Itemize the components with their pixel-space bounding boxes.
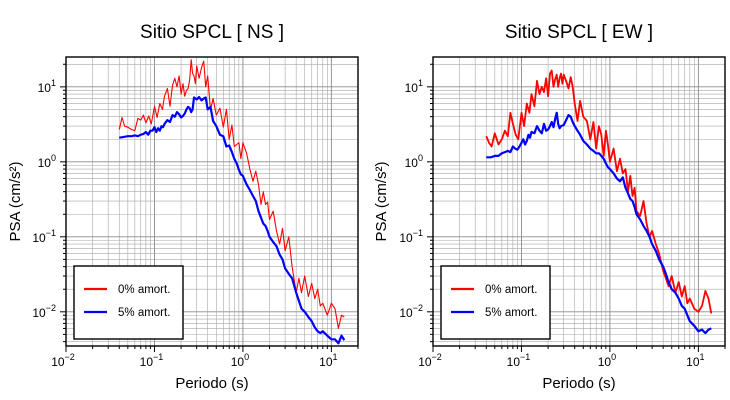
chart-title: Sitio SPCL [ EW ] (505, 22, 653, 43)
y-tick-label: 10−2 (32, 303, 56, 320)
x-tick-label: 100 (598, 352, 616, 369)
y-tick-label: 10−1 (32, 228, 56, 245)
chart-panel-2: 10−2 10−1 100 101 10−2 10−1 100 101 Sitio SPCL [… (373, 22, 726, 392)
y-tick-label: 10−2 (399, 303, 423, 320)
y-axis-label: PSA (cm/s²) (7, 161, 24, 241)
legend-label: 0% amort. (118, 284, 170, 296)
series-line-damping-5 (119, 95, 346, 345)
legend-label: 5% amort. (485, 307, 537, 319)
legend: 0% amort. 5% amort. (440, 265, 551, 340)
plot-frame (65, 56, 359, 347)
series-line-damping-0 (118, 59, 345, 329)
series-line-damping-5 (486, 111, 712, 335)
legend-label: 5% amort. (118, 307, 170, 319)
series-line-damping-0 (485, 69, 713, 314)
y-tick-label: 101 (405, 78, 423, 95)
y-tick-label: 100 (38, 153, 56, 170)
x-tick-label: 100 (231, 352, 249, 369)
x-axis-label: Periodo (s) (175, 375, 248, 392)
x-axis-label: Periodo (s) (542, 375, 615, 392)
y-tick-label: 100 (405, 153, 423, 170)
legend: 0% amort. 5% amort. (73, 265, 184, 340)
chart-panel-1: 10−2 10−1 100 101 10−2 10−1 100 101 Sitio SPCL [… (7, 22, 359, 392)
y-tick-label: 10−1 (399, 228, 423, 245)
legend-label: 0% amort. (485, 284, 537, 296)
chart-title: Sitio SPCL [ NS ] (140, 22, 284, 43)
x-tick-label: 10−1 (140, 352, 164, 369)
x-tick-label: 101 (319, 352, 337, 369)
y-tick-label: 101 (38, 78, 56, 95)
x-tick-label: 101 (686, 352, 704, 369)
legend-box (440, 265, 551, 340)
x-tick-label: 10−1 (507, 352, 531, 369)
y-axis-label: PSA (cm/s²) (373, 161, 390, 241)
legend-box (73, 265, 184, 340)
x-tick-label: 10−2 (51, 352, 75, 369)
x-tick-label: 10−2 (418, 352, 442, 369)
plot-frame (432, 56, 726, 347)
